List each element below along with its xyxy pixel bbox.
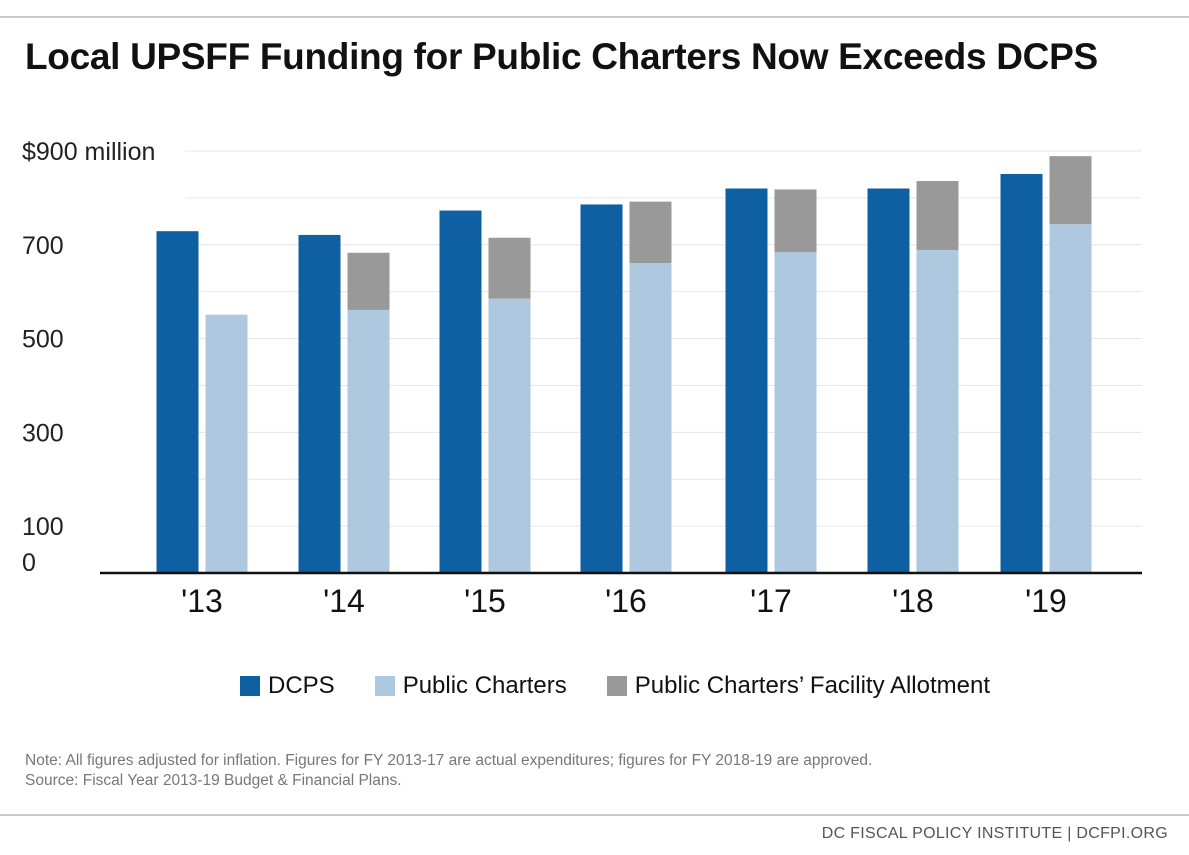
x-tick-label: '16 (605, 583, 647, 619)
bar-facility-allotment (629, 201, 672, 264)
x-tick-label: '14 (323, 583, 365, 619)
bar-dcps (156, 231, 199, 573)
legend-swatch-public-charters (374, 676, 395, 696)
top-divider (0, 16, 1189, 18)
x-axis-labels: '13 '14 '15 '16 '17 '18 '19 (181, 583, 1067, 619)
bar-dcps (298, 234, 341, 574)
chart-title: Local UPSFF Funding for Public Charters … (25, 36, 1098, 77)
bar-facility-allotment (774, 189, 817, 253)
y-tick-label: 500 (22, 326, 64, 354)
bar-dcps (439, 210, 482, 573)
bar-public-charters (1049, 224, 1092, 573)
legend-item-dcps: DCPS (240, 672, 335, 700)
footer-credit: DC FISCAL POLICY INSTITUTE | DCFPI.ORG (821, 825, 1168, 842)
bar-dcps (867, 188, 910, 573)
bar-facility-allotment (916, 181, 959, 250)
bar-public-charters (629, 263, 672, 573)
y-axis-ticks: 0 100 300 500 700 $900 million (22, 138, 155, 577)
bars (100, 156, 1142, 575)
y-tick-label: 100 (22, 513, 64, 541)
legend-item-public-charters: Public Charters (374, 672, 567, 700)
bar-dcps (725, 188, 768, 573)
y-tick-label: 0 (22, 549, 36, 577)
y-tick-label: $900 million (22, 138, 155, 166)
legend-label-dcps: DCPS (268, 672, 335, 699)
y-tick-label: 300 (22, 419, 64, 447)
bar-public-charters (488, 298, 531, 573)
bar-public-charters (347, 309, 390, 573)
legend-label-facility-allotment: Public Charters’ Facility Allotment (634, 672, 990, 699)
x-tick-label: '19 (1025, 583, 1067, 619)
x-tick-label: '18 (892, 583, 934, 619)
chart-note: Note: All figures adjusted for inflation… (25, 751, 872, 791)
note-line: Note: All figures adjusted for inflation… (25, 752, 873, 769)
x-tick-label: '15 (464, 583, 506, 619)
bottom-divider (0, 814, 1189, 816)
bar-dcps (580, 204, 623, 573)
legend-item-facility-allotment: Public Charters’ Facility Allotment (606, 672, 990, 700)
bar-public-charters (774, 252, 817, 573)
legend-label-public-charters: Public Charters (402, 672, 567, 699)
legend: DCPS Public Charters Public Charters’ Fa… (240, 672, 990, 700)
x-tick-label: '17 (750, 583, 792, 619)
bar-public-charters (916, 249, 959, 574)
legend-swatch-facility-allotment (606, 676, 627, 696)
source-line: Source: Fiscal Year 2013-19 Budget & Fin… (25, 772, 402, 789)
bar-public-charters (205, 314, 248, 573)
legend-swatch-dcps (240, 676, 260, 696)
bar-facility-allotment (1049, 156, 1092, 225)
bar-facility-allotment (488, 237, 531, 299)
y-tick-label: 700 (22, 232, 64, 260)
x-tick-label: '13 (181, 583, 223, 619)
bar-dcps (1000, 173, 1043, 573)
bar-facility-allotment (347, 252, 390, 310)
